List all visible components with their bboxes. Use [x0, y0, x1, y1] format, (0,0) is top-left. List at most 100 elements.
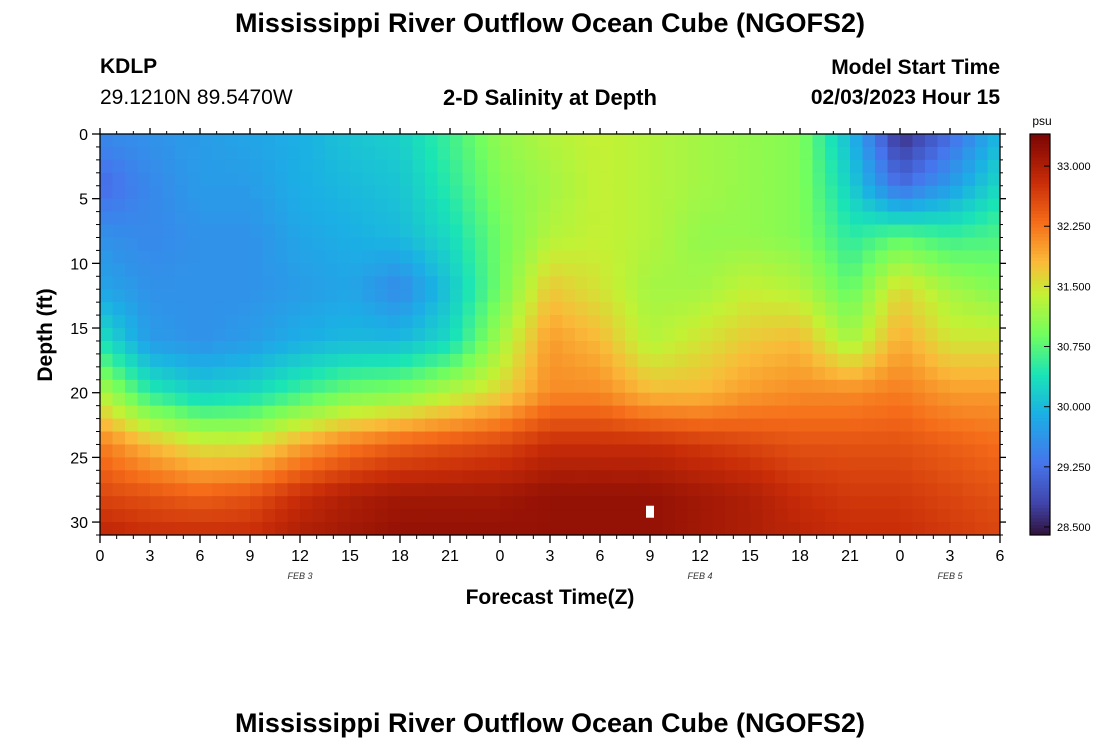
heatmap-cell	[225, 496, 239, 510]
heatmap-cell	[125, 237, 139, 252]
heatmap-cell	[162, 509, 176, 523]
heatmap-cell	[475, 353, 489, 368]
heatmap-cell	[562, 366, 576, 381]
heatmap-cell	[300, 496, 314, 510]
colorbar-swatch	[1030, 244, 1050, 249]
heatmap-cell	[625, 198, 639, 213]
heatmap-cell	[725, 353, 739, 368]
heatmap-cell	[825, 263, 839, 277]
heatmap-cell	[537, 172, 551, 187]
heatmap-cell	[750, 509, 764, 523]
heatmap-cell	[762, 159, 776, 174]
heatmap-cell	[200, 328, 214, 342]
heatmap-cell	[300, 172, 314, 187]
heatmap-cell	[450, 340, 464, 355]
heatmap-cell	[762, 340, 776, 355]
heatmap-cell	[987, 405, 1000, 420]
heatmap-cell	[225, 405, 239, 420]
heatmap-cell	[912, 315, 926, 329]
colorbar-frame	[1029, 133, 1051, 536]
heatmap-cell	[600, 134, 614, 148]
heatmap-cell	[712, 134, 726, 148]
heatmap-cell	[500, 392, 514, 407]
heatmap-cell	[587, 146, 601, 161]
x-axis-label: Forecast Time(Z)	[466, 586, 635, 609]
heatmap-cell	[850, 340, 864, 355]
heatmap-cell	[187, 134, 201, 148]
heatmap-cell	[587, 263, 601, 277]
heatmap-cell	[750, 328, 764, 342]
heatmap-cell	[125, 418, 139, 433]
heatmap-cell	[275, 366, 289, 381]
heatmap-cell	[312, 522, 326, 535]
heatmap-cell	[987, 237, 1000, 252]
heatmap-cell	[937, 418, 951, 433]
heatmap-cell	[862, 146, 876, 161]
heatmap-cell	[787, 366, 801, 381]
heatmap-cell	[200, 444, 214, 458]
heatmap-cell	[600, 172, 614, 187]
heatmap-cell	[650, 237, 664, 252]
heatmap-cell	[862, 172, 876, 187]
heatmap-cell	[175, 522, 189, 535]
heatmap-cell	[225, 289, 239, 303]
heatmap-cell	[875, 405, 889, 420]
heatmap-cell	[187, 315, 201, 329]
heatmap-cell	[612, 483, 626, 497]
heatmap-cell	[787, 159, 801, 174]
heatmap-cell	[812, 457, 826, 471]
heatmap-cell	[137, 146, 151, 161]
heatmap-cell	[162, 522, 176, 535]
colorbar-swatch	[1030, 230, 1050, 235]
heatmap-cell	[312, 289, 326, 303]
heatmap-cell	[250, 263, 264, 277]
heatmap-cell	[100, 134, 114, 148]
heatmap-cell	[925, 405, 939, 420]
heatmap-cell	[950, 522, 964, 535]
heatmap-cell	[825, 185, 839, 200]
heatmap-cell	[350, 302, 364, 316]
heatmap-cell	[862, 263, 876, 277]
heatmap-cell	[712, 198, 726, 213]
heatmap-cell	[787, 315, 801, 329]
heatmap-cell	[987, 146, 1000, 161]
heatmap-cell	[225, 340, 239, 355]
heatmap-cell	[412, 444, 426, 458]
heatmap-cell	[375, 198, 389, 213]
heatmap-cell	[312, 315, 326, 329]
heatmap-cell	[450, 418, 464, 433]
heatmap-cell	[800, 289, 814, 303]
heatmap-cell	[600, 185, 614, 200]
heatmap-cell	[462, 237, 476, 252]
heatmap-cell	[125, 289, 139, 303]
heatmap-cell	[750, 276, 764, 290]
heatmap-cell	[225, 483, 239, 497]
heatmap-cell	[750, 405, 764, 420]
heatmap-cell	[237, 444, 251, 458]
heatmap-cell	[562, 483, 576, 497]
heatmap-cell	[400, 328, 414, 342]
heatmap-cell	[487, 302, 501, 316]
colorbar-swatch	[1030, 294, 1050, 299]
heatmap-cell	[900, 340, 914, 355]
colorbar-swatch	[1030, 267, 1050, 272]
heatmap-cell	[425, 172, 439, 187]
heatmap-cell	[387, 392, 401, 407]
heatmap-cell	[312, 276, 326, 290]
heatmap-cell	[150, 172, 164, 187]
heatmap-cell	[925, 457, 939, 471]
heatmap-cell	[262, 418, 276, 433]
heatmap-cell	[975, 418, 989, 433]
heatmap-cell	[600, 289, 614, 303]
heatmap-cell	[162, 185, 176, 200]
heatmap-cell	[737, 483, 751, 497]
heatmap-cell	[812, 418, 826, 433]
heatmap-cell	[250, 522, 264, 535]
heatmap-cell	[750, 224, 764, 239]
heatmap-cell	[812, 366, 826, 381]
heatmap-cell	[712, 418, 726, 433]
heatmap-cell	[425, 366, 439, 381]
heatmap-cell	[637, 418, 651, 433]
heatmap-cell	[312, 418, 326, 433]
heatmap-cell	[525, 366, 539, 381]
